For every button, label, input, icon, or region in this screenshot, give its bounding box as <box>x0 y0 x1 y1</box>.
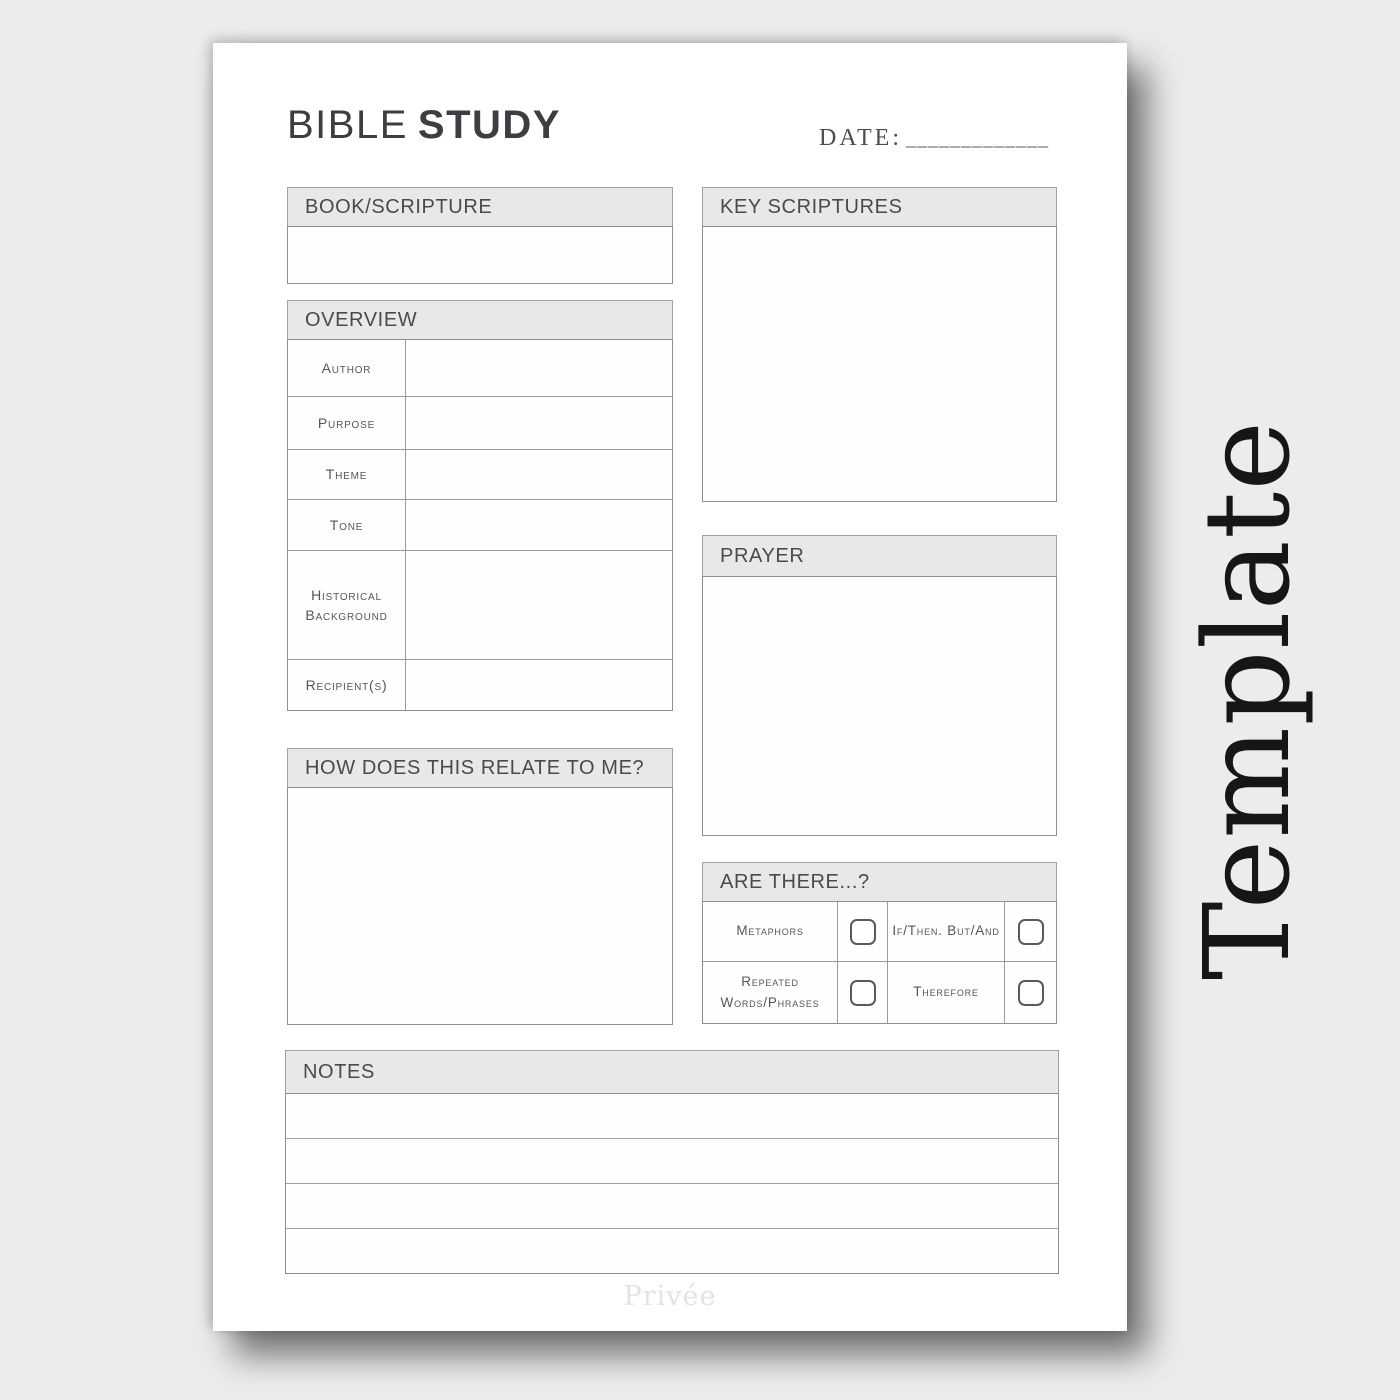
template-page: BIBLE STUDY DATE: _____________ BOOK/SCRI… <box>213 43 1127 1331</box>
are-there-item-label: If/Then. But/And <box>892 923 1000 939</box>
overview-header: OVERVIEW <box>287 300 673 340</box>
are-there-header: ARE THERE...? <box>702 862 1057 902</box>
are-there-item-label: Metaphors <box>736 923 804 939</box>
are-there-item: Therefore <box>888 962 1005 1023</box>
brand-watermark: Privée <box>623 1281 717 1312</box>
book-scripture-header: BOOK/SCRIPTURE <box>287 187 673 227</box>
page-title-primary: BIBLE <box>287 103 408 147</box>
notes-lines <box>285 1093 1059 1274</box>
overview-row-label: Tone <box>288 500 406 550</box>
overview-row-input[interactable] <box>406 660 672 710</box>
are-there-checkbox-cell <box>1005 962 1056 1023</box>
checkbox-therefore[interactable] <box>1017 979 1044 1006</box>
are-there-item: If/Then. But/And <box>888 902 1005 961</box>
overview-row-input[interactable] <box>406 551 672 659</box>
are-there-item-label: Repeated Words/Phrases <box>720 974 820 1010</box>
overview-row-input[interactable] <box>406 340 672 396</box>
overview-row-label: Recipient(s) <box>288 660 406 710</box>
table-row: Tone <box>288 500 672 551</box>
are-there-item-label: Therefore <box>913 984 979 1000</box>
relate-input[interactable] <box>287 787 673 1025</box>
book-scripture-input[interactable] <box>287 226 673 284</box>
overview-row-label: Purpose <box>288 397 406 449</box>
page-title: BIBLE STUDY <box>287 105 561 145</box>
overview-row-label: Author <box>288 340 406 396</box>
notes-line[interactable] <box>286 1094 1058 1139</box>
are-there-checkbox-cell <box>838 902 888 961</box>
section-notes: NOTES <box>285 1050 1059 1274</box>
section-book-scripture: BOOK/SCRIPTURE <box>287 187 673 284</box>
overview-row-input[interactable] <box>406 500 672 550</box>
overview-row-input[interactable] <box>406 450 672 499</box>
section-overview: OVERVIEW Author Purpose Theme Tone Histo… <box>287 300 673 711</box>
table-row: Metaphors If/Then. But/And <box>703 902 1056 962</box>
section-key-scriptures: KEY SCRIPTURES <box>702 187 1057 502</box>
template-overlay-label: Template <box>1178 419 1316 981</box>
key-scriptures-input[interactable] <box>702 226 1057 502</box>
section-are-there: ARE THERE...? Metaphors If/Then. But/And <box>702 862 1057 1024</box>
are-there-item: Repeated Words/Phrases <box>703 962 838 1023</box>
notes-line[interactable] <box>286 1184 1058 1229</box>
notes-line[interactable] <box>286 1229 1058 1273</box>
key-scriptures-header: KEY SCRIPTURES <box>702 187 1057 227</box>
are-there-item: Metaphors <box>703 902 838 961</box>
table-row: Theme <box>288 450 672 500</box>
overview-row-label: Historical Background <box>288 551 406 659</box>
section-relate-to-me: HOW DOES THIS RELATE TO ME? <box>287 748 673 1025</box>
table-row: Historical Background <box>288 551 672 660</box>
date-field: DATE: _____________ <box>819 125 1049 152</box>
table-row: Author <box>288 340 672 397</box>
section-prayer: PRAYER <box>702 535 1057 836</box>
date-label: DATE: <box>819 125 902 151</box>
relate-header: HOW DOES THIS RELATE TO ME? <box>287 748 673 788</box>
date-blank-line[interactable]: _____________ <box>906 128 1049 150</box>
are-there-checkbox-cell <box>838 962 888 1023</box>
table-row: Repeated Words/Phrases Therefore <box>703 962 1056 1023</box>
notes-line[interactable] <box>286 1139 1058 1184</box>
checkbox-if-then-but-and[interactable] <box>1017 918 1044 945</box>
overview-row-label: Theme <box>288 450 406 499</box>
are-there-checkbox-cell <box>1005 902 1056 961</box>
prayer-input[interactable] <box>702 576 1057 836</box>
notes-header: NOTES <box>285 1050 1059 1094</box>
are-there-grid: Metaphors If/Then. But/And Repeated Word… <box>702 901 1057 1024</box>
table-row: Purpose <box>288 397 672 450</box>
prayer-header: PRAYER <box>702 535 1057 577</box>
overview-row-input[interactable] <box>406 397 672 449</box>
overview-table: Author Purpose Theme Tone Historical Bac… <box>287 339 673 711</box>
checkbox-metaphors[interactable] <box>849 918 876 945</box>
checkbox-repeated-words-phrases[interactable] <box>849 979 876 1006</box>
page-title-secondary: STUDY <box>417 103 561 147</box>
table-row: Recipient(s) <box>288 660 672 710</box>
